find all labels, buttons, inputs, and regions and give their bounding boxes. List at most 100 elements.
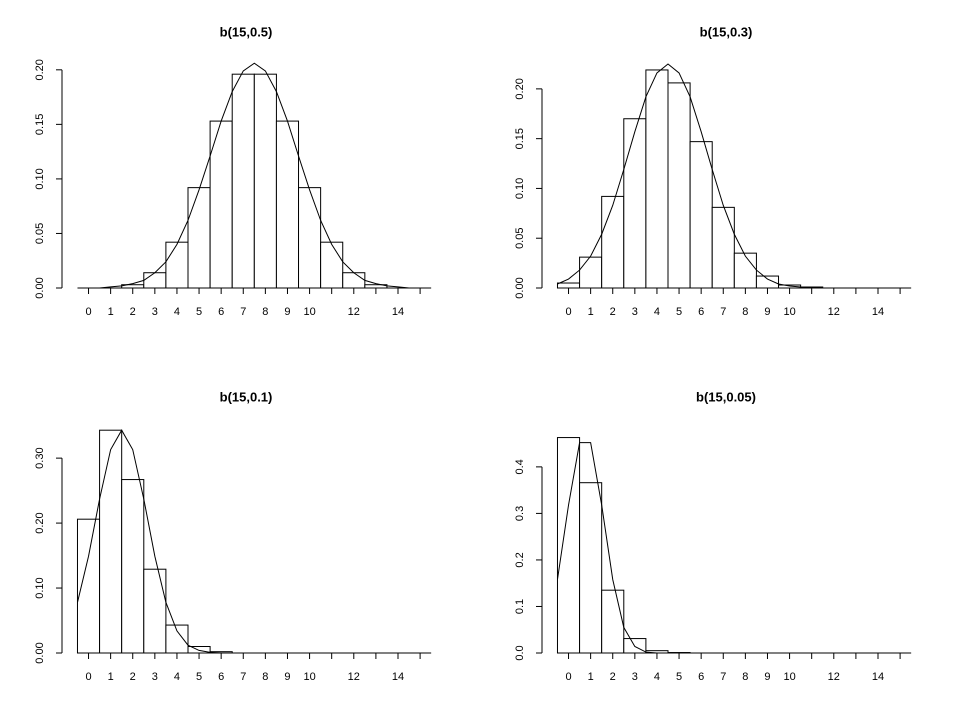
x-tick-label: 10 bbox=[303, 306, 315, 318]
x-tick-label: 9 bbox=[284, 306, 290, 318]
bar bbox=[342, 272, 366, 289]
bar bbox=[231, 73, 255, 289]
density-curve bbox=[556, 442, 912, 654]
bar bbox=[579, 482, 603, 654]
x-tick-label: 4 bbox=[654, 671, 660, 683]
x-tick-label: 10 bbox=[783, 306, 795, 318]
bar bbox=[253, 73, 277, 289]
bar bbox=[76, 518, 101, 654]
x-tick-label: 12 bbox=[828, 306, 840, 318]
x-tick-label: 0 bbox=[85, 671, 91, 683]
x-tick-label: 3 bbox=[152, 671, 158, 683]
bar bbox=[623, 118, 647, 289]
x-tick-label: 4 bbox=[174, 671, 180, 683]
x-tick-label: 3 bbox=[152, 306, 158, 318]
x-tick-label: 5 bbox=[196, 306, 202, 318]
bar bbox=[645, 69, 669, 289]
density-curve bbox=[76, 429, 432, 654]
bar bbox=[601, 589, 625, 654]
x-tick-label: 10 bbox=[303, 671, 315, 683]
bar bbox=[733, 252, 757, 289]
x-tick-label: 8 bbox=[262, 306, 268, 318]
y-tick-label: 0.2 bbox=[514, 552, 526, 567]
x-tick-label: 2 bbox=[610, 306, 616, 318]
bar bbox=[689, 141, 713, 289]
x-tick-label: 9 bbox=[764, 671, 770, 683]
x-tick-label: 6 bbox=[218, 306, 224, 318]
x-tick-label: 1 bbox=[588, 671, 594, 683]
x-tick-label: 8 bbox=[262, 671, 268, 683]
x-tick-label: 14 bbox=[392, 671, 404, 683]
y-tick-label: 0.10 bbox=[514, 178, 526, 199]
y-tick-label: 0.15 bbox=[514, 128, 526, 149]
y-tick-label: 0.10 bbox=[34, 577, 46, 598]
x-tick-label: 7 bbox=[720, 671, 726, 683]
x-tick-label: 5 bbox=[196, 671, 202, 683]
x-tick-label: 2 bbox=[130, 671, 136, 683]
x-tick-label: 10 bbox=[783, 671, 795, 683]
bar bbox=[556, 437, 581, 654]
y-tick-label: 0.3 bbox=[514, 506, 526, 521]
x-tick-label: 0 bbox=[85, 306, 91, 318]
bar bbox=[601, 195, 625, 289]
chart-title: b(15,0.1) bbox=[220, 389, 273, 404]
bar bbox=[298, 187, 322, 289]
density-curve bbox=[557, 63, 912, 289]
bar bbox=[143, 568, 167, 654]
x-tick-label: 12 bbox=[828, 671, 840, 683]
x-tick-label: 12 bbox=[348, 306, 360, 318]
x-tick-label: 0 bbox=[565, 306, 571, 318]
y-tick-label: 0.30 bbox=[34, 447, 46, 468]
x-tick-label: 3 bbox=[632, 306, 638, 318]
bar bbox=[556, 282, 581, 289]
y-tick-label: 0.10 bbox=[34, 168, 46, 189]
bar bbox=[121, 479, 145, 654]
y-tick-label: 0.00 bbox=[34, 642, 46, 663]
x-tick-label: 1 bbox=[108, 306, 114, 318]
x-tick-label: 5 bbox=[676, 306, 682, 318]
bar bbox=[364, 284, 388, 289]
bar bbox=[667, 82, 691, 289]
chart-title: b(15,0.05) bbox=[696, 389, 756, 404]
x-tick-label: 7 bbox=[240, 671, 246, 683]
density-curve bbox=[77, 62, 432, 289]
bar bbox=[755, 275, 780, 289]
y-tick-label: 0.00 bbox=[34, 277, 46, 298]
x-tick-label: 2 bbox=[610, 671, 616, 683]
x-tick-label: 9 bbox=[284, 671, 290, 683]
y-tick-label: 0.20 bbox=[34, 512, 46, 533]
x-tick-label: 12 bbox=[348, 671, 360, 683]
bar bbox=[165, 624, 189, 654]
x-tick-label: 9 bbox=[764, 306, 770, 318]
bar bbox=[711, 206, 735, 289]
y-tick-label: 0.05 bbox=[34, 223, 46, 244]
bar bbox=[320, 241, 344, 289]
x-tick-label: 7 bbox=[240, 306, 246, 318]
bar bbox=[99, 429, 123, 654]
chart-title: b(15,0.5) bbox=[220, 24, 273, 39]
x-tick-label: 14 bbox=[392, 306, 404, 318]
x-tick-label: 3 bbox=[632, 671, 638, 683]
x-tick-label: 4 bbox=[174, 306, 180, 318]
x-tick-label: 1 bbox=[588, 306, 594, 318]
x-tick-label: 6 bbox=[698, 306, 704, 318]
bar bbox=[143, 272, 167, 289]
y-tick-label: 0.05 bbox=[514, 228, 526, 249]
x-tick-label: 1 bbox=[108, 671, 114, 683]
bar bbox=[187, 646, 211, 654]
y-tick-label: 0.1 bbox=[514, 599, 526, 614]
x-tick-label: 8 bbox=[742, 306, 748, 318]
y-tick-label: 0.20 bbox=[514, 78, 526, 99]
x-tick-label: 6 bbox=[698, 671, 704, 683]
x-tick-label: 2 bbox=[130, 306, 136, 318]
chart-title: b(15,0.3) bbox=[700, 24, 753, 39]
bar bbox=[165, 241, 189, 289]
y-tick-label: 0.4 bbox=[514, 459, 526, 474]
y-tick-label: 0.00 bbox=[514, 277, 526, 298]
x-tick-label: 4 bbox=[654, 306, 660, 318]
x-tick-label: 8 bbox=[742, 671, 748, 683]
x-tick-label: 7 bbox=[720, 306, 726, 318]
y-tick-label: 0.15 bbox=[34, 114, 46, 135]
y-tick-label: 0.20 bbox=[34, 59, 46, 80]
